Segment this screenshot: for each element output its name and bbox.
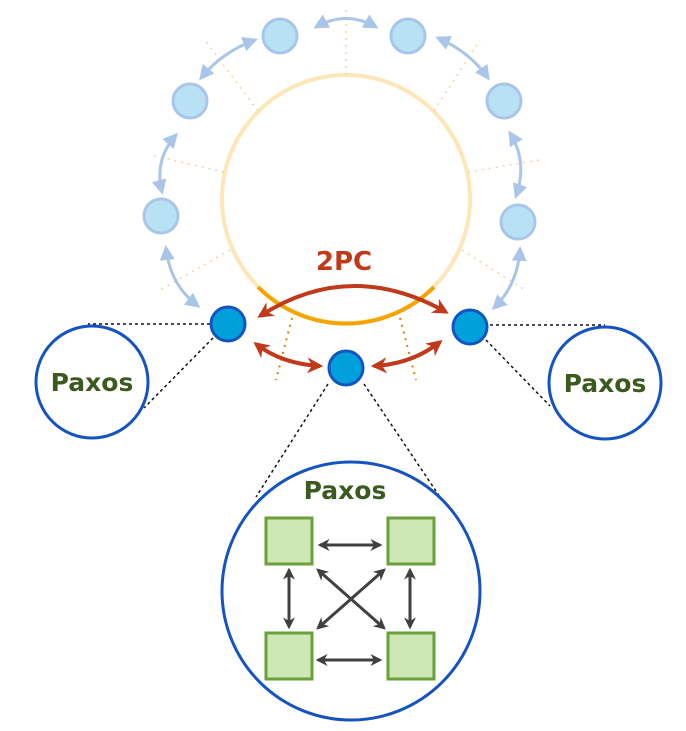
- faded-node: [171, 82, 209, 120]
- faded-nodes: [142, 17, 537, 241]
- active-nodes: [209, 305, 489, 387]
- active-node-right: [451, 308, 489, 346]
- paxos-label-left: Paxos: [51, 368, 134, 397]
- twopc-arrow-top: [257, 283, 449, 318]
- faded-arrows: [151, 14, 528, 311]
- active-node-bottom: [327, 349, 365, 387]
- faded-node: [142, 197, 180, 235]
- twopc-arrows: [253, 283, 449, 374]
- paxos-circle-right: [547, 325, 663, 441]
- replica-top-right: [386, 516, 436, 566]
- replica-bottom-right: [386, 631, 436, 681]
- faded-node: [499, 203, 537, 241]
- twopc-label: 2PC: [316, 247, 372, 277]
- faded-node: [261, 17, 299, 55]
- paxos-label-bottom: Paxos: [304, 476, 387, 505]
- paxos-label-right: Paxos: [564, 369, 647, 398]
- twopc-arrow-left: [253, 342, 324, 374]
- replica-arrows: [283, 539, 416, 666]
- zoom-lines: [88, 323, 605, 498]
- replicas: [264, 516, 436, 681]
- faded-node: [389, 17, 427, 55]
- replica-bottom-left: [264, 631, 314, 681]
- faded-node: [485, 82, 523, 120]
- paxos-circle-left: [34, 324, 150, 440]
- replica-top-left: [264, 516, 314, 566]
- twopc-arrow-right: [370, 340, 443, 374]
- ring-active-arc: [256, 285, 436, 326]
- active-node-left: [209, 305, 247, 343]
